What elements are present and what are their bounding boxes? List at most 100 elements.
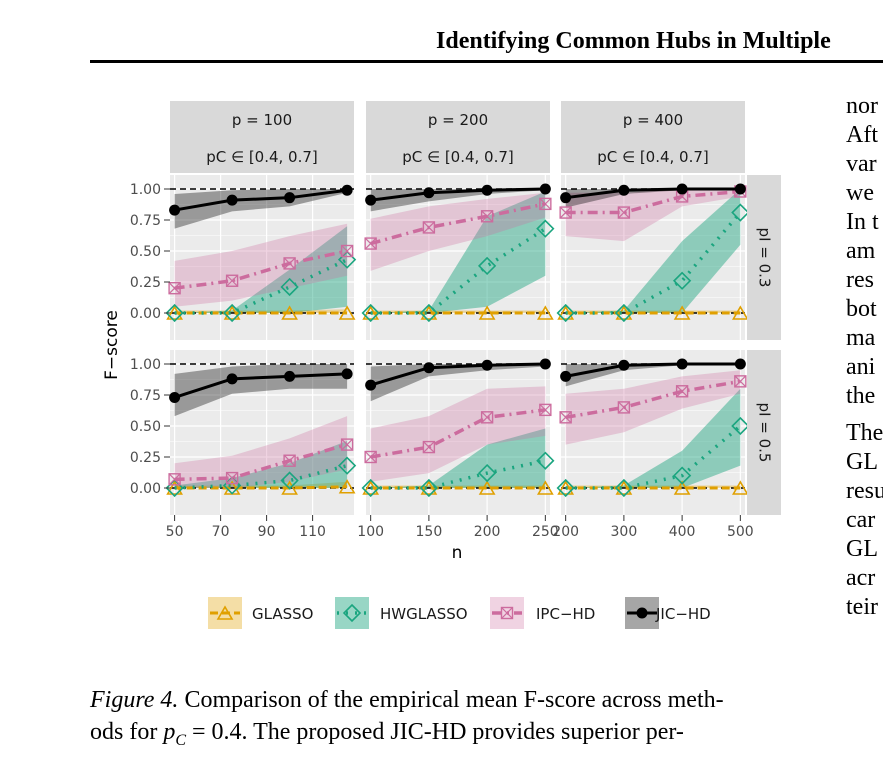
series-line [370, 362, 546, 387]
hwglasso-point [280, 471, 299, 490]
glasso-point [673, 305, 691, 320]
glasso-point [673, 480, 691, 495]
ipc-hd-point [675, 385, 689, 398]
jic-hd-point [365, 194, 377, 206]
adjacent-line: am [846, 238, 876, 264]
ipc-hd-point-cross [283, 257, 296, 270]
ipc-hd-point-cross [617, 206, 630, 219]
ci-band [370, 191, 546, 313]
ipc-hd-point-cross [676, 385, 689, 398]
glasso-point [362, 305, 380, 320]
adjacent-line: GL [846, 449, 878, 475]
ipc-hd-point [539, 197, 552, 211]
y-tick-label: 0.25 [130, 275, 161, 291]
ipc-hd-point [734, 375, 747, 388]
y-tick-label: 1.00 [130, 357, 161, 373]
hwglasso-point [477, 463, 497, 483]
hwglasso-point [614, 478, 634, 498]
caption-line2-start: ods for [90, 719, 164, 745]
x-tick-label: 400 [669, 524, 696, 540]
ipc-hd-point [168, 473, 181, 486]
glasso-point [281, 305, 298, 320]
caption-math-p: p [163, 719, 176, 745]
series-line [174, 442, 348, 482]
jic-hd-point [423, 362, 435, 374]
facet-panel [556, 175, 750, 340]
y-tick-label: 0.75 [130, 213, 161, 229]
ipc-hd-point [480, 210, 494, 223]
x-tick-label: 110 [299, 524, 326, 540]
glasso-point [478, 305, 496, 320]
column-strip [366, 101, 550, 173]
ipc-hd-point-cross [168, 282, 181, 295]
series-line [565, 211, 742, 315]
x-tick-label: 300 [611, 524, 638, 540]
ci-band [565, 189, 741, 313]
jic-hd-point [560, 192, 572, 204]
ipc-hd-point [539, 403, 552, 417]
hwglasso-point [342, 603, 362, 623]
x-tick-label: 250 [532, 524, 559, 540]
hwglasso-point [536, 219, 555, 238]
jic-hd-point [481, 359, 493, 371]
x-tick-label: 200 [474, 524, 501, 540]
series-line [174, 485, 348, 490]
hwglasso-point [361, 478, 380, 498]
jic-hd-point [560, 370, 572, 382]
legend-item: JIC−HD [625, 597, 711, 629]
jic-hd-point [226, 373, 238, 385]
jic-hd-point [341, 368, 353, 380]
ci-band [174, 189, 348, 229]
series-line [174, 372, 348, 399]
glasso-point [338, 305, 356, 320]
ci-band [370, 428, 546, 488]
ipc-hd-point [617, 401, 631, 414]
row-strip-label: pI = 0.3 [756, 228, 774, 288]
y-tick-label: 0.00 [130, 306, 161, 322]
ci-band [174, 481, 348, 488]
glasso-point [731, 480, 749, 495]
legend-label: IPC−HD [536, 605, 595, 623]
ipc-hd-point [283, 257, 296, 270]
header-rule [90, 60, 883, 63]
ipc-hd-point-cross [422, 221, 435, 234]
ci-band [565, 189, 741, 242]
adjacent-column-text: nor Aft var we In t am res bot ma ani the The GL resu… [846, 92, 883, 622]
caption-math-eq: = 0.4 [186, 719, 242, 745]
hwglasso-point [556, 303, 575, 323]
column-strip [170, 101, 354, 173]
ci-band [174, 223, 348, 307]
ipc-hd-point-cross [734, 375, 747, 388]
glasso-point [536, 305, 554, 320]
y-tick-label: 0.50 [130, 419, 161, 435]
adjacent-line: res [846, 267, 874, 293]
ipc-hd-point [364, 450, 377, 464]
caption-math-sub: C [175, 731, 186, 749]
x-tick-label: 150 [416, 524, 443, 540]
jic-hd-point [226, 194, 238, 206]
series-line [174, 463, 348, 490]
ipc-hd-point-cross [283, 454, 296, 467]
y-tick-label: 0.75 [130, 388, 161, 404]
ipc-hd-point [340, 244, 354, 258]
jic-hd-point [169, 204, 181, 216]
jic-hd-point [636, 607, 648, 619]
jic-hd-point [169, 391, 181, 403]
adjacent-line: ani [846, 354, 876, 380]
adjacent-line: Aft [846, 122, 878, 148]
strip-subtitle: pC ∈ [0.4, 0.7] [597, 148, 709, 166]
jic-hd-point [734, 358, 746, 370]
ipc-hd-point-cross [539, 403, 552, 416]
ipc-hd-point-cross [617, 401, 630, 414]
ci-band [565, 189, 741, 208]
facet-panel [361, 350, 555, 515]
adjacent-line: The [846, 420, 883, 446]
strip-title: p = 400 [623, 111, 683, 129]
jic-hd-point [734, 183, 746, 195]
y-tick-label: 1.00 [130, 182, 161, 198]
series-line [174, 188, 348, 212]
caption-line1: Comparison of the empirical mean F-score… [178, 687, 724, 713]
ipc-hd-point [480, 411, 494, 424]
ipc-hd-point-cross [341, 438, 354, 451]
adjacent-line: acr [846, 565, 876, 591]
